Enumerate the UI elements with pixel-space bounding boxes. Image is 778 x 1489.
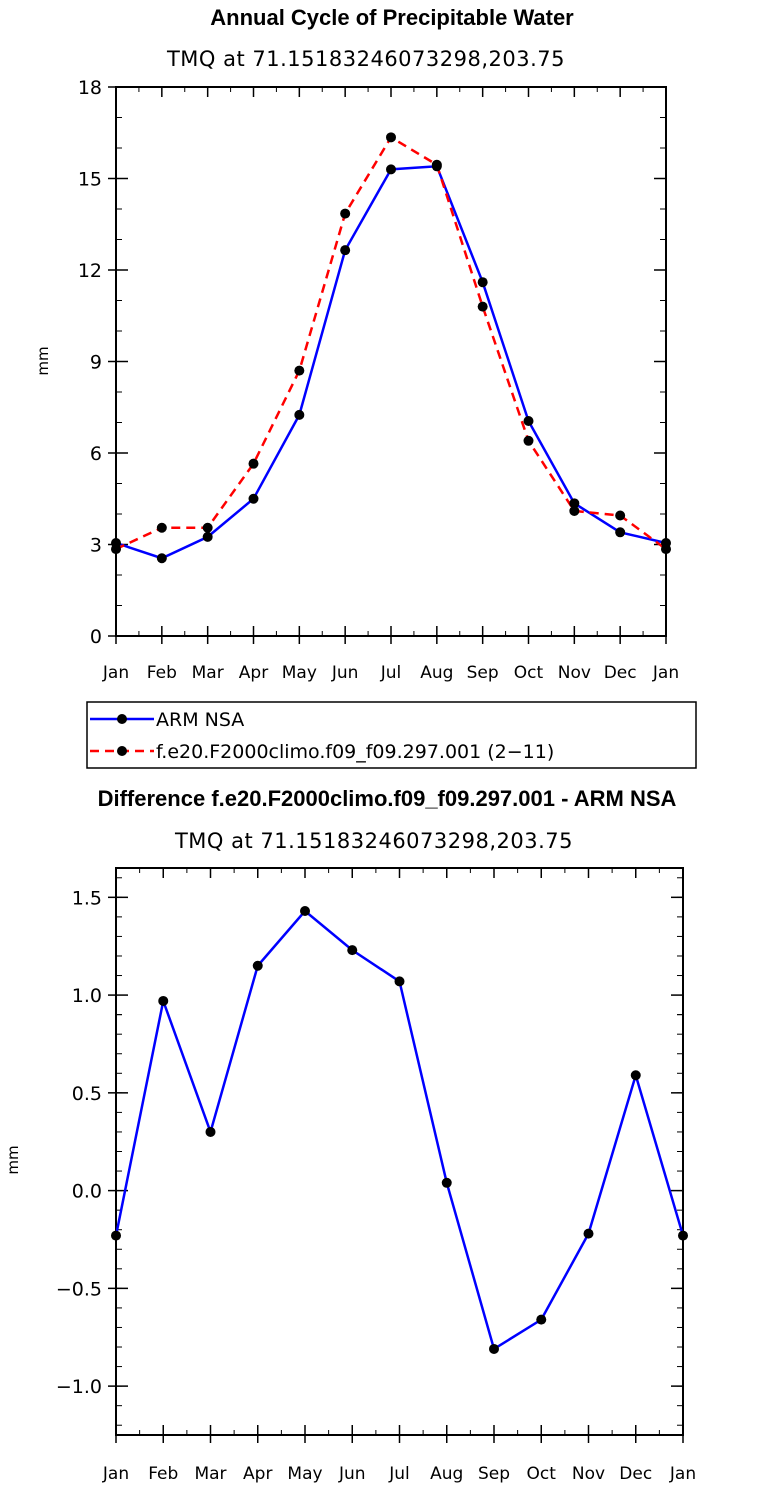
- data-point-1-0: [477, 277, 488, 288]
- y-tick-label: 18: [78, 77, 102, 99]
- x-tick-label: Feb: [147, 663, 177, 683]
- y-tick-label: −1.0: [56, 1376, 102, 1398]
- x-tick-label: Jan: [652, 663, 679, 683]
- data-point-1-1: [111, 544, 121, 555]
- x-tick-label: Aug: [420, 663, 453, 683]
- x-tick-label: Jan: [102, 1464, 129, 1484]
- x-tick-label: Oct: [514, 663, 544, 683]
- data-point-2-0: [300, 906, 310, 917]
- data-point-1-1: [386, 132, 396, 143]
- y-tick-label: 15: [78, 169, 102, 191]
- x-tick-label: Dec: [604, 663, 637, 683]
- y-tick-label: 0: [90, 626, 102, 648]
- data-point-1-0: [615, 527, 626, 538]
- y-tick-label: 3: [90, 535, 102, 557]
- data-point-1-0: [294, 409, 305, 420]
- data-point-1-1: [523, 435, 534, 446]
- difference-chart: Difference f.e20.F2000climo.f09_f09.297.…: [4, 786, 696, 1484]
- chart1-series: [111, 132, 671, 564]
- data-point-2-0: [489, 1343, 499, 1354]
- x-tick-label: Mar: [192, 663, 224, 683]
- y-tick-label: −0.5: [56, 1278, 102, 1300]
- x-tick-label: Sep: [478, 1464, 510, 1484]
- chart1-legend: ARM NSA f.e20.F2000climo.f09_f09.297.001…: [86, 701, 697, 769]
- chart1-subtitle: TMQ at 71.15183246073298,203.75: [166, 47, 565, 71]
- chart2-ticks: Jan Feb Mar Apr May Jun Jul Aug Sep Oct Nov Dec Jan −…: [56, 868, 696, 1484]
- data-point-1-0: [340, 245, 351, 256]
- chart2-ylabel: mm: [4, 1145, 22, 1174]
- data-point-1-0: [569, 498, 580, 509]
- legend-label-model: f.e20.F2000climo.f09_f09.297.001 (2−11): [156, 741, 554, 763]
- data-point-1-1: [615, 510, 626, 521]
- series-line-1-0: [115, 164, 667, 560]
- x-tick-label: Jul: [380, 663, 402, 683]
- y-tick-label: 1.5: [72, 887, 102, 909]
- x-tick-label: Jan: [669, 1464, 696, 1484]
- data-point-2-0: [678, 1230, 688, 1241]
- data-point-2-0: [441, 1177, 452, 1188]
- data-point-2-0: [583, 1228, 594, 1239]
- chart1-ylabel: mm: [34, 346, 52, 375]
- chart1-title: Annual Cycle of Precipitable Water: [210, 5, 574, 30]
- x-tick-label: Jun: [338, 1464, 366, 1484]
- data-point-2-0: [205, 1126, 216, 1137]
- data-point-1-0: [202, 531, 213, 542]
- chart2-subtitle: TMQ at 71.15183246073298,203.75: [174, 829, 573, 853]
- y-tick-label: 9: [90, 352, 102, 374]
- data-point-2-0: [536, 1314, 547, 1325]
- data-point-2-0: [394, 976, 405, 987]
- data-point-2-0: [111, 1230, 121, 1241]
- annual-cycle-chart: Annual Cycle of Precipitable Water TMQ a…: [34, 5, 697, 769]
- data-point-1-1: [202, 522, 213, 533]
- y-tick-label: 0.0: [72, 1181, 102, 1203]
- series-line-1-1: [115, 135, 667, 551]
- data-point-2-0: [158, 995, 169, 1006]
- data-point-1-1: [340, 208, 351, 219]
- data-point-1-1: [477, 301, 488, 312]
- data-point-1-0: [248, 493, 259, 504]
- x-tick-label: May: [282, 663, 317, 683]
- x-tick-label: Jan: [102, 663, 129, 683]
- chart2-series: [111, 906, 688, 1354]
- legend-marker-arm-nsa: [117, 714, 127, 724]
- x-tick-label: Dec: [619, 1464, 652, 1484]
- data-point-1-1: [431, 159, 442, 170]
- data-point-2-0: [630, 1070, 641, 1081]
- chart2-plot-frame: [115, 867, 684, 1436]
- data-point-1-1: [569, 505, 580, 516]
- data-point-1-0: [156, 553, 167, 564]
- y-tick-label: 6: [90, 443, 102, 465]
- x-tick-label: Sep: [467, 663, 499, 683]
- x-tick-label: Jul: [388, 1464, 410, 1484]
- y-tick-label: 0.5: [72, 1083, 102, 1105]
- x-tick-label: Mar: [194, 1464, 226, 1484]
- x-tick-label: Apr: [239, 663, 268, 683]
- data-point-1-1: [661, 544, 671, 555]
- x-tick-label: Nov: [572, 1464, 605, 1484]
- x-tick-label: Apr: [243, 1464, 272, 1484]
- x-tick-label: Aug: [430, 1464, 463, 1484]
- data-point-1-1: [294, 365, 305, 376]
- legend-box: [86, 701, 697, 769]
- x-tick-label: Jun: [331, 663, 359, 683]
- chart2-title: Difference f.e20.F2000climo.f09_f09.297.…: [98, 786, 677, 811]
- legend-label-arm-nsa: ARM NSA: [156, 709, 244, 731]
- x-tick-label: Feb: [148, 1464, 178, 1484]
- data-point-2-0: [347, 945, 358, 956]
- x-tick-label: Oct: [527, 1464, 557, 1484]
- x-tick-label: Nov: [558, 663, 591, 683]
- x-tick-label: May: [287, 1464, 322, 1484]
- data-point-1-1: [156, 522, 167, 533]
- data-point-2-0: [252, 960, 263, 971]
- legend-marker-model: [117, 746, 127, 756]
- data-point-1-1: [248, 458, 259, 469]
- data-point-1-0: [386, 164, 396, 175]
- chart1-ticks: Jan Feb Mar Apr May Jun Jul Aug Sep Oct Nov Dec Jan0…: [78, 77, 679, 683]
- y-tick-label: 1.0: [72, 985, 102, 1007]
- y-tick-label: 12: [78, 260, 102, 282]
- data-point-1-0: [523, 415, 534, 426]
